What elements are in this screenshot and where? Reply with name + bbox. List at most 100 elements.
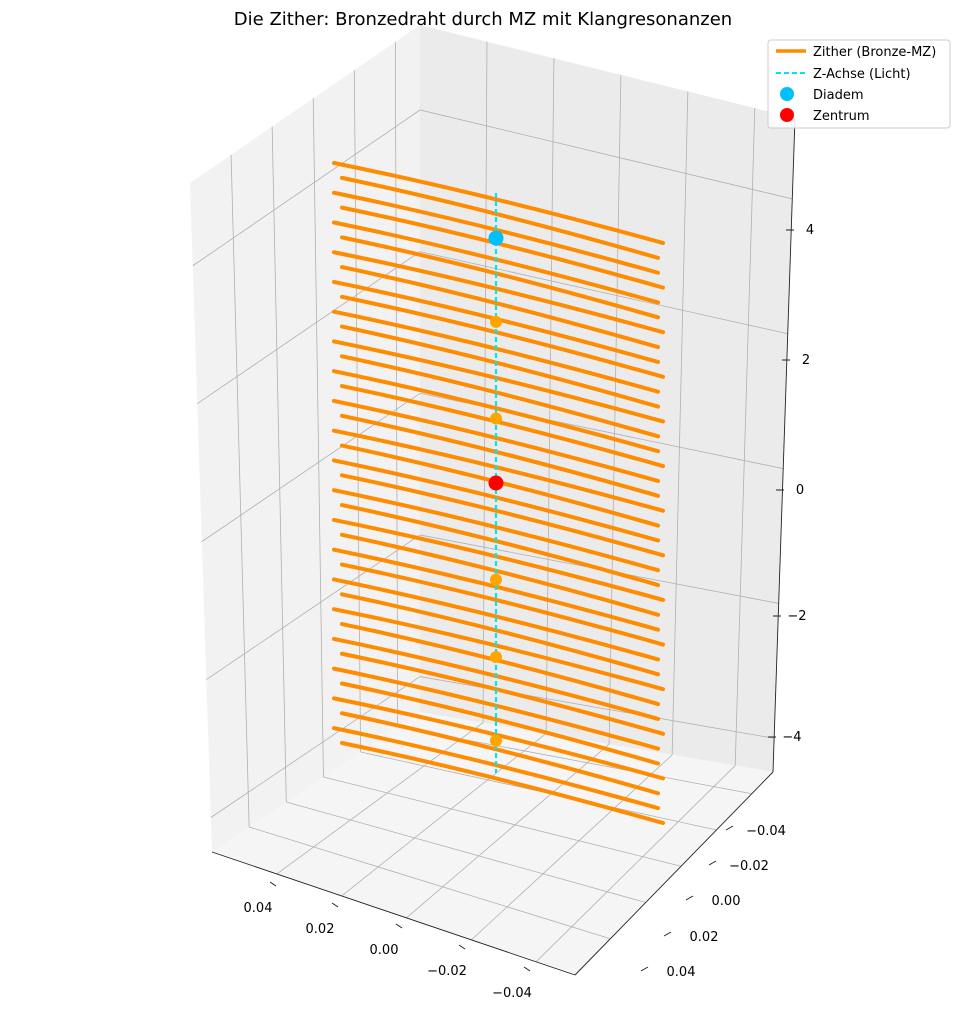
legend: Zither (Bronze-MZ) Z-Achse (Licht) Diade… xyxy=(767,39,951,129)
x-tick-mark xyxy=(523,966,531,972)
x-tick-label: 0.02 xyxy=(306,922,335,937)
zither-string xyxy=(332,547,660,632)
resonance-point xyxy=(490,734,502,747)
axis-edges xyxy=(211,117,796,976)
zither-string xyxy=(332,279,660,364)
y-tick-label: 0.00 xyxy=(712,894,741,909)
grid-line xyxy=(671,91,689,755)
legend-label-zentrum: Zentrum xyxy=(813,109,870,124)
z-tick-label: −2 xyxy=(787,609,806,624)
zither-string xyxy=(332,220,660,305)
legend-swatch-diadem xyxy=(780,87,794,101)
x-tick-label: −0.04 xyxy=(492,986,532,1001)
grid-line xyxy=(192,109,793,267)
zither-string xyxy=(332,696,665,781)
zither-string xyxy=(332,726,660,811)
zither-string xyxy=(332,309,660,394)
y-tick-label: 0.02 xyxy=(690,930,719,945)
grid-line xyxy=(271,126,287,803)
legend-label-z-axis: Z-Achse (Licht) xyxy=(813,67,911,82)
zither-string xyxy=(332,339,665,424)
zither-string xyxy=(340,265,660,350)
y-tick-mark xyxy=(708,860,717,866)
tick-labels: 0.04 0.02 0.00 −0.02 −0.04 −0.04 −0.02 0.00 0.02… xyxy=(244,223,815,1001)
x-tick-mark xyxy=(331,902,339,908)
zither-string xyxy=(332,250,665,335)
chart-markers xyxy=(488,230,504,747)
y-tick-mark xyxy=(685,895,694,901)
left-pane xyxy=(190,25,420,852)
zither-string xyxy=(332,428,665,513)
x-tick-mark xyxy=(269,881,277,887)
grid-line xyxy=(341,733,547,897)
grid-line xyxy=(201,392,784,542)
zither-string xyxy=(340,651,665,736)
zither-string xyxy=(332,577,660,662)
y-tick-mark xyxy=(663,931,672,937)
zither-string xyxy=(332,161,665,245)
y-tick-label: 0.04 xyxy=(667,965,696,980)
y-tick-mark xyxy=(725,825,734,831)
y-axis-edge xyxy=(574,771,774,976)
grid-line xyxy=(286,801,646,903)
x-tick-label: 0.00 xyxy=(370,943,399,958)
zentrum-marker xyxy=(488,475,504,491)
zither-string xyxy=(340,741,665,825)
grid-line xyxy=(276,722,484,875)
resonance-point xyxy=(490,573,502,586)
zither-string xyxy=(332,488,660,573)
resonance-point xyxy=(490,412,502,425)
zither-string xyxy=(340,592,660,677)
zither-string xyxy=(340,175,660,260)
zither-string xyxy=(340,294,665,379)
x-tick-label: −0.02 xyxy=(427,964,467,979)
z-axis-edge xyxy=(772,117,796,773)
x-tick-label: 0.04 xyxy=(244,901,273,916)
zither-string xyxy=(340,235,660,320)
zither-string xyxy=(340,503,660,588)
x-tick-mark xyxy=(395,923,403,929)
zither-string xyxy=(340,324,660,409)
resonance-point xyxy=(490,315,502,328)
legend-label-diadem: Diadem xyxy=(813,88,864,103)
z-tick-label: 0 xyxy=(796,483,804,498)
zither-string xyxy=(332,666,660,751)
grid-line xyxy=(406,743,610,919)
legend-box xyxy=(767,39,951,129)
y-tick-label: −0.04 xyxy=(746,824,786,839)
x-tick-mark xyxy=(458,944,466,950)
zither-string xyxy=(340,711,660,796)
grid-line xyxy=(734,108,756,766)
zither-string xyxy=(340,681,660,766)
z-tick-label: 4 xyxy=(806,223,814,238)
zither-string xyxy=(340,473,665,558)
zither-string xyxy=(332,369,660,454)
grid-line xyxy=(353,70,361,753)
zither-string xyxy=(332,607,665,692)
grid-line xyxy=(482,41,488,723)
grid-line xyxy=(535,765,736,963)
diadem-marker xyxy=(488,230,504,246)
grid-line xyxy=(323,776,682,867)
z-tick-label: 2 xyxy=(802,353,810,368)
zither-string xyxy=(340,413,660,498)
x-axis-edge xyxy=(211,851,576,976)
grid-line xyxy=(206,534,779,680)
zither-string xyxy=(332,190,660,275)
y-tick-label: −0.02 xyxy=(729,859,769,874)
grid-line xyxy=(249,826,611,940)
zither-string xyxy=(332,517,665,602)
zither-string xyxy=(332,636,660,721)
grid-line xyxy=(312,98,324,778)
z-tick-label: −4 xyxy=(782,730,801,745)
legend-swatch-zentrum xyxy=(780,108,794,122)
zither-string xyxy=(340,532,660,617)
grid-line xyxy=(545,58,555,734)
grid-line xyxy=(197,251,788,405)
back-pane xyxy=(420,25,795,772)
zither-string xyxy=(332,458,660,543)
zither-string xyxy=(340,562,665,647)
resonance-point xyxy=(490,651,502,663)
axes-panes xyxy=(190,25,795,975)
